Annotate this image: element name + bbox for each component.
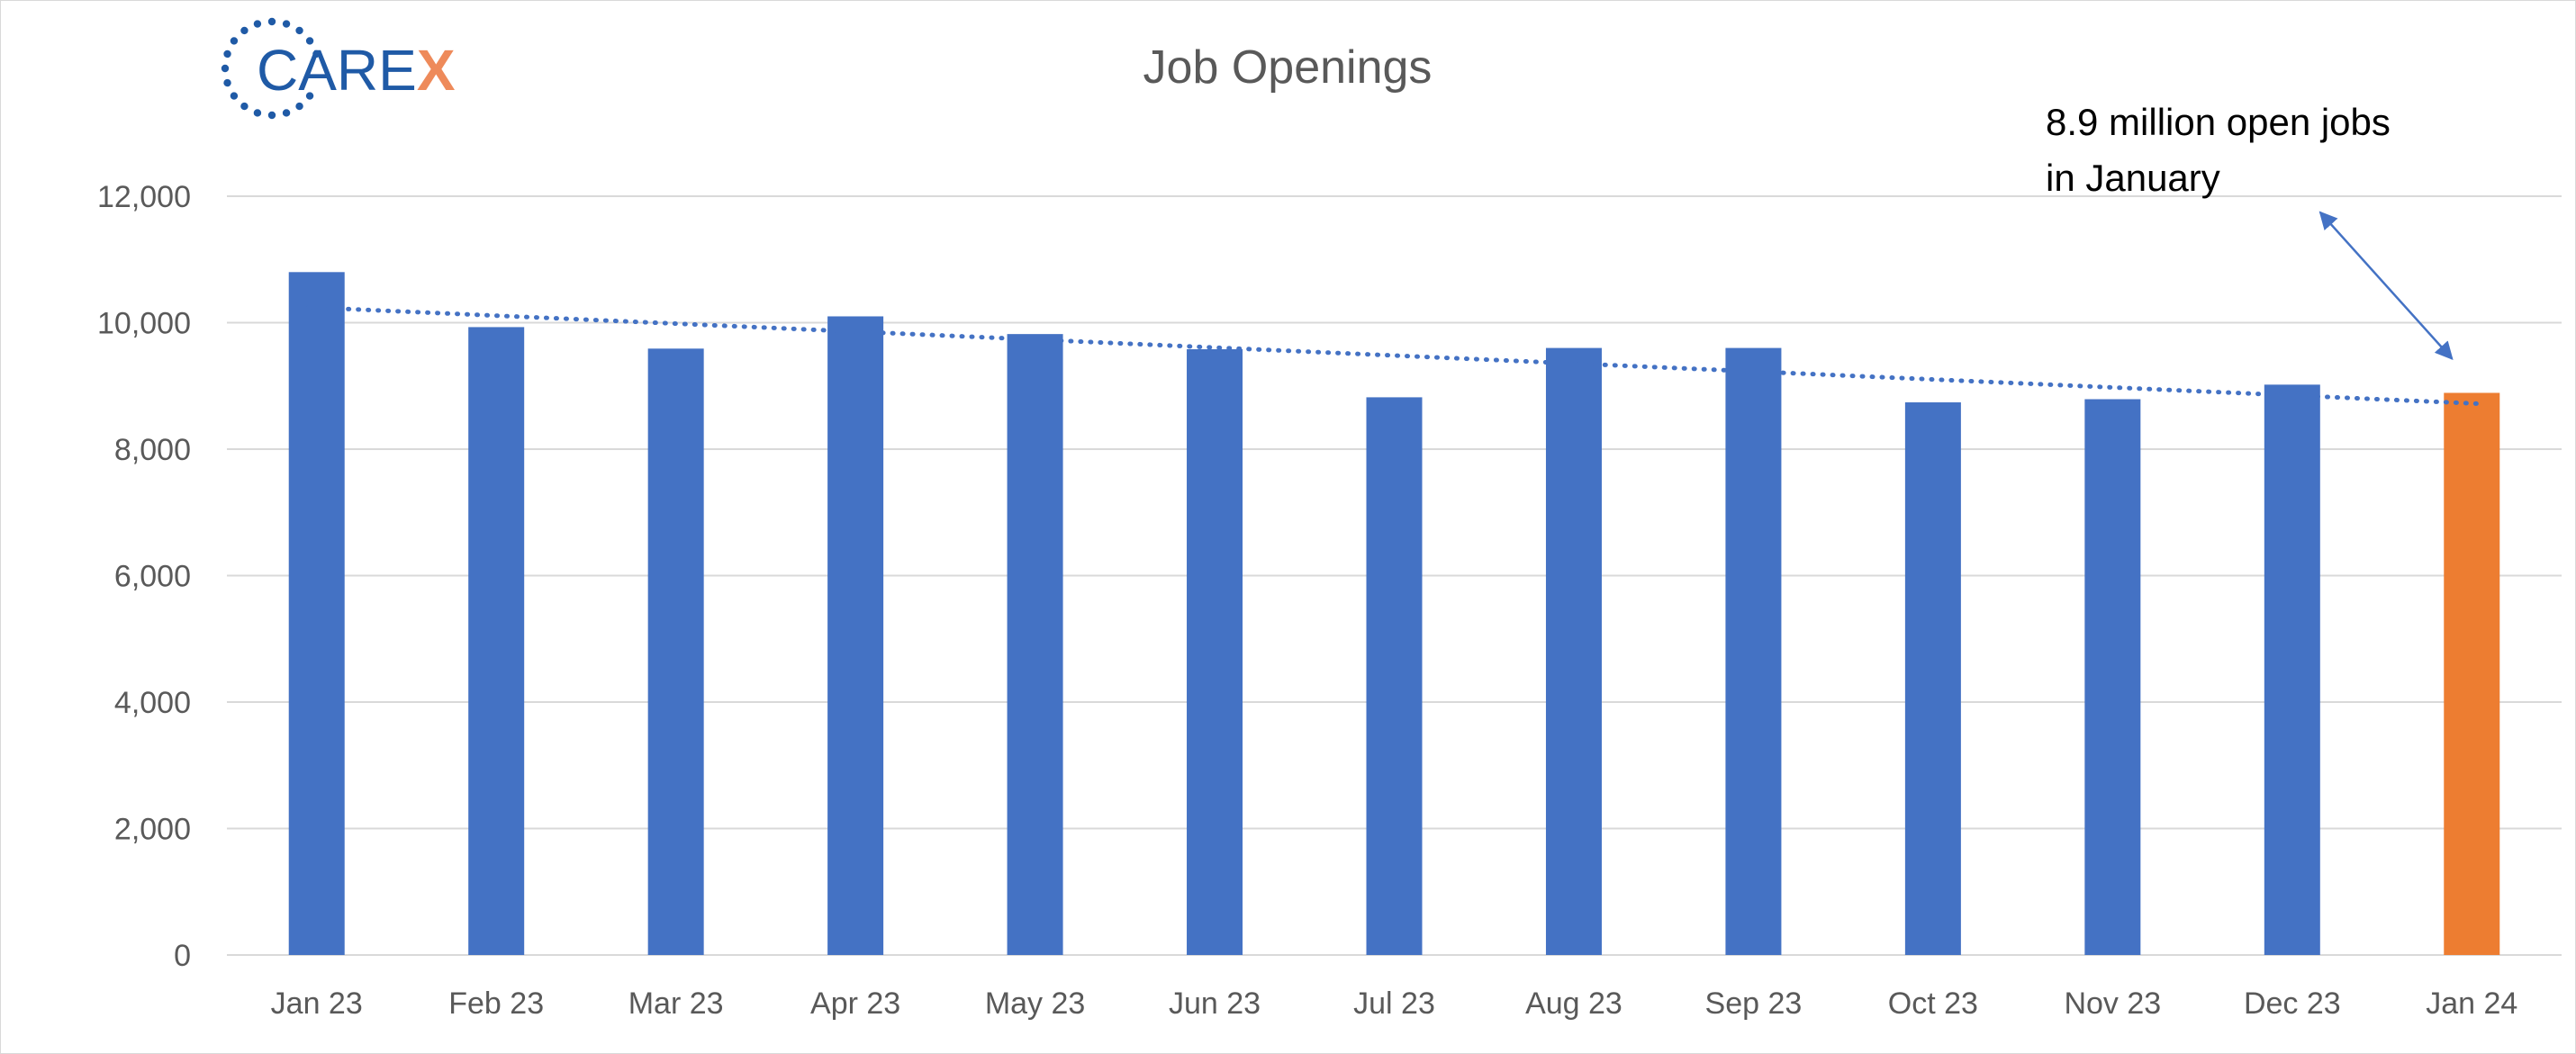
annotation-line-1: 8.9 million open jobs	[2046, 101, 2391, 143]
logo-dot	[240, 26, 249, 35]
x-tick-label: Mar 23	[628, 986, 724, 1021]
bar	[2444, 392, 2500, 955]
y-tick-label: 6,000	[114, 560, 191, 594]
x-tick-label: Oct 23	[1888, 986, 1978, 1021]
logo-dot-ring	[221, 17, 321, 120]
x-tick-label: May 23	[985, 986, 1086, 1021]
bar	[647, 348, 704, 955]
logo-dot	[240, 102, 249, 111]
trendline-path	[296, 304, 2480, 406]
chart-title: Job Openings	[1143, 41, 1433, 94]
logo-dot	[223, 78, 231, 87]
x-tick-label: Jul 23	[1353, 986, 1435, 1021]
annotation-line-2: in January	[2046, 157, 2220, 199]
x-tick-label: Apr 23	[810, 986, 900, 1021]
y-tick-label: 0	[174, 939, 191, 973]
x-tick-label: Nov 23	[2064, 986, 2161, 1021]
logo-dot	[221, 64, 230, 73]
logo-dot	[295, 102, 303, 111]
annotation: 8.9 million open jobs in January	[2046, 101, 2454, 360]
logo-dot	[282, 109, 291, 117]
x-tick-label: Jan 23	[271, 986, 363, 1021]
bar	[1725, 347, 1782, 956]
logo-dot	[267, 17, 276, 26]
x-tick-label: Sep 23	[1705, 986, 1803, 1021]
bar	[1545, 347, 1602, 956]
y-tick-label: 2,000	[114, 813, 191, 847]
bar	[827, 316, 884, 956]
logo-dot	[282, 20, 291, 28]
x-axis-labels: Jan 23 Feb 23 Mar 23 Apr 23 May 23 Jun 23 Jul …	[271, 986, 2518, 1021]
logo-text-accent: X	[417, 38, 456, 103]
y-axis-labels: 0 2,000 4,000 6,000 8,000 10,000 12,000	[97, 180, 191, 973]
logo-dot	[267, 111, 276, 120]
logo-dot	[223, 50, 231, 59]
bar	[468, 327, 525, 956]
x-tick-label: Jun 23	[1169, 986, 1261, 1021]
x-tick-label: Aug 23	[1525, 986, 1622, 1021]
bar	[1366, 397, 1423, 955]
carex-logo: CAREX	[221, 17, 456, 120]
y-tick-label: 4,000	[114, 686, 191, 720]
trendline	[296, 304, 2480, 406]
logo-text-main: CARE	[257, 38, 417, 103]
y-tick-label: 10,000	[97, 307, 191, 341]
x-tick-label: Jan 24	[2426, 986, 2517, 1021]
logo-dot	[230, 37, 239, 45]
logo-dot	[312, 50, 321, 59]
annotation-arrow	[2318, 211, 2454, 360]
logo-dot	[295, 26, 303, 35]
bar	[2084, 399, 2141, 955]
logo-dot	[305, 37, 314, 45]
logo-dot	[253, 109, 262, 117]
svg-text:CAREX: CAREX	[257, 38, 456, 103]
logo-dot	[305, 92, 314, 100]
logo-dot	[230, 92, 239, 100]
bar	[1187, 349, 1243, 955]
x-tick-label: Dec 23	[2244, 986, 2341, 1021]
y-tick-label: 12,000	[97, 180, 191, 214]
bar	[1904, 402, 1961, 955]
bar	[2264, 384, 2320, 956]
bar	[288, 272, 345, 955]
y-tick-label: 8,000	[114, 433, 191, 467]
bar	[1007, 334, 1063, 955]
bars	[288, 272, 2500, 956]
logo-dot	[253, 20, 262, 28]
x-tick-label: Feb 23	[448, 986, 544, 1021]
